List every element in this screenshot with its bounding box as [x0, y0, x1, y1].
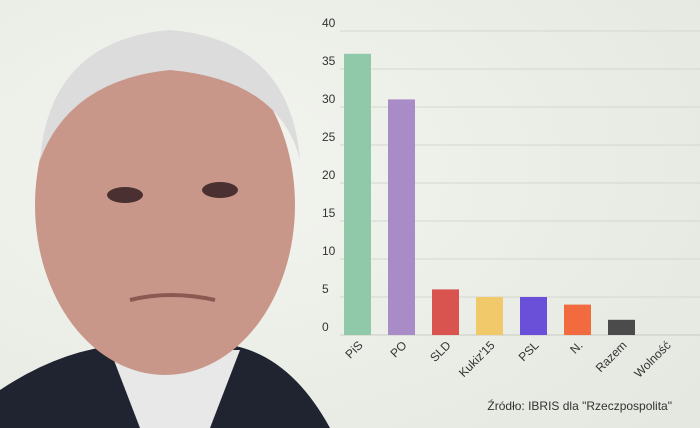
y-tick-label: 40: [322, 16, 336, 30]
y-tick-label: 10: [322, 244, 336, 258]
bar: [520, 297, 547, 335]
source: Źródło: IBRIS dla "Rzeczpospolita": [487, 398, 672, 413]
y-tick-label: 30: [322, 92, 336, 106]
bar: [344, 53, 371, 336]
y-tick-label: 15: [322, 206, 336, 220]
y-tick-label: 0: [322, 320, 329, 334]
bar: [608, 319, 635, 335]
portrait: [0, 30, 330, 428]
y-tick-label: 35: [322, 54, 336, 68]
bar: [388, 99, 415, 336]
y-tick-label: 25: [322, 130, 336, 144]
bar: [476, 297, 503, 335]
bar: [432, 289, 459, 335]
y-tick-label: 20: [322, 168, 336, 182]
bar: [564, 304, 591, 335]
y-tick-label: 5: [322, 282, 329, 296]
